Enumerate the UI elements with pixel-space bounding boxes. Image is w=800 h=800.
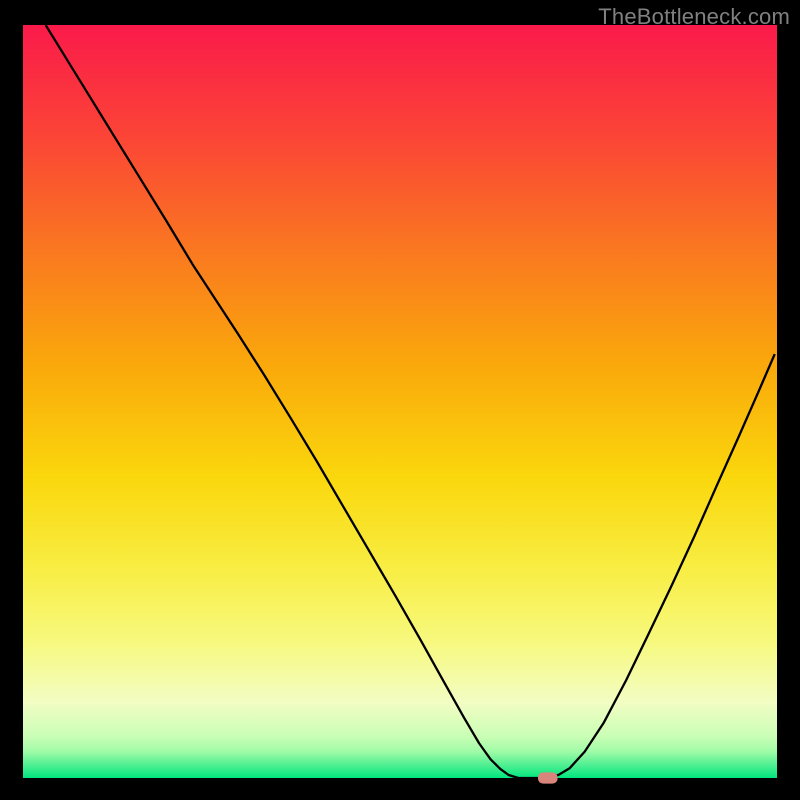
chart-frame: TheBottleneck.com xyxy=(0,0,800,800)
optimal-marker xyxy=(538,772,558,783)
plot-background xyxy=(23,25,777,778)
bottleneck-chart xyxy=(0,0,800,800)
